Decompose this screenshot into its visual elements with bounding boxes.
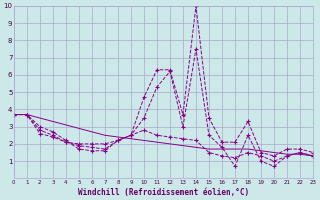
- X-axis label: Windchill (Refroidissement éolien,°C): Windchill (Refroidissement éolien,°C): [78, 188, 249, 197]
